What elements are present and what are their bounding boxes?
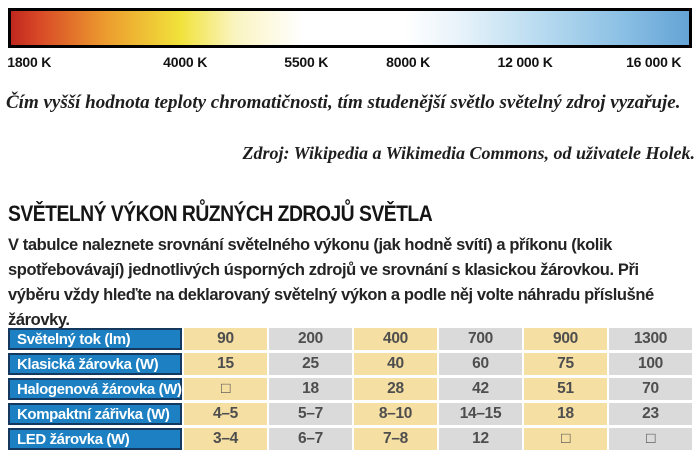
row-header: Halogenová žárovka (W) xyxy=(8,378,182,400)
table-cell: 42 xyxy=(437,378,522,400)
kelvin-label-16000: 16 000 K xyxy=(626,54,682,70)
table-cell: 90 xyxy=(182,328,267,350)
table-cell: □ xyxy=(607,428,692,450)
table-cell: 70 xyxy=(607,378,692,400)
table-row-lumen-flux: Světelný tok (lm) 90 200 400 700 900 130… xyxy=(8,328,692,350)
table-cell: 12 xyxy=(437,428,522,450)
kelvin-label-4000: 4000 K xyxy=(163,54,208,70)
table-cell: 6–7 xyxy=(267,428,352,450)
table-cell: 75 xyxy=(522,353,607,375)
kelvin-label-1800: 1800 K xyxy=(7,54,52,70)
table-cell: 7–8 xyxy=(352,428,437,450)
table-cell: 23 xyxy=(607,403,692,425)
table-cell: 4–5 xyxy=(182,403,267,425)
table-cell: 900 xyxy=(522,328,607,350)
table-cell: 51 xyxy=(522,378,607,400)
table-cell: 400 xyxy=(352,328,437,350)
row-header: Klasická žárovka (W) xyxy=(8,353,182,375)
comparison-table: Světelný tok (lm) 90 200 400 700 900 130… xyxy=(8,328,692,450)
table-cell: 14–15 xyxy=(437,403,522,425)
row-header: Světelný tok (lm) xyxy=(8,328,182,350)
table-cell: 25 xyxy=(267,353,352,375)
table-cell: 200 xyxy=(267,328,352,350)
table-cell: 28 xyxy=(352,378,437,400)
caption-text: Čím vyšší hodnota teploty chromatičnosti… xyxy=(6,92,681,113)
kelvin-label-5500: 5500 K xyxy=(284,54,329,70)
table-row-classic-bulb: Klasická žárovka (W) 15 25 40 60 75 100 xyxy=(8,353,692,375)
table-row-halogen-bulb: Halogenová žárovka (W) □ 18 28 42 51 70 xyxy=(8,378,692,400)
color-temperature-gradient-bar xyxy=(8,8,692,48)
table-cell: 18 xyxy=(522,403,607,425)
table-cell: 15 xyxy=(182,353,267,375)
table-cell: 100 xyxy=(607,353,692,375)
table-row-compact-fluorescent: Kompaktní zářivka (W) 4–5 5–7 8–10 14–15… xyxy=(8,403,692,425)
source-attribution: Zdroj: Wikipedia a Wikimedia Commons, od… xyxy=(242,143,695,163)
table-cell: □ xyxy=(522,428,607,450)
section-paragraph: V tabulce naleznete srovnání světelného … xyxy=(8,236,654,329)
row-header: LED žárovka (W) xyxy=(8,428,182,450)
row-header: Kompaktní zářivka (W) xyxy=(8,403,182,425)
table-cell: 5–7 xyxy=(267,403,352,425)
table-cell: 3–4 xyxy=(182,428,267,450)
table-cell: 18 xyxy=(267,378,352,400)
table-cell: 60 xyxy=(437,353,522,375)
kelvin-label-8000: 8000 K xyxy=(386,54,431,70)
table-row-led-bulb: LED žárovka (W) 3–4 6–7 7–8 12 □ □ xyxy=(8,428,692,450)
kelvin-label-12000: 12 000 K xyxy=(497,54,553,70)
table-cell: 1300 xyxy=(607,328,692,350)
table-cell: 700 xyxy=(437,328,522,350)
section-title: SVĚTELNÝ VÝKON RŮZNÝCH ZDROJŮ SVĚTLA xyxy=(8,201,433,226)
table-cell: 40 xyxy=(352,353,437,375)
kelvin-scale-labels: 1800 K 4000 K 5500 K 8000 K 12 000 K 16 … xyxy=(7,54,692,72)
table-cell: □ xyxy=(182,378,267,400)
table-cell: 8–10 xyxy=(352,403,437,425)
